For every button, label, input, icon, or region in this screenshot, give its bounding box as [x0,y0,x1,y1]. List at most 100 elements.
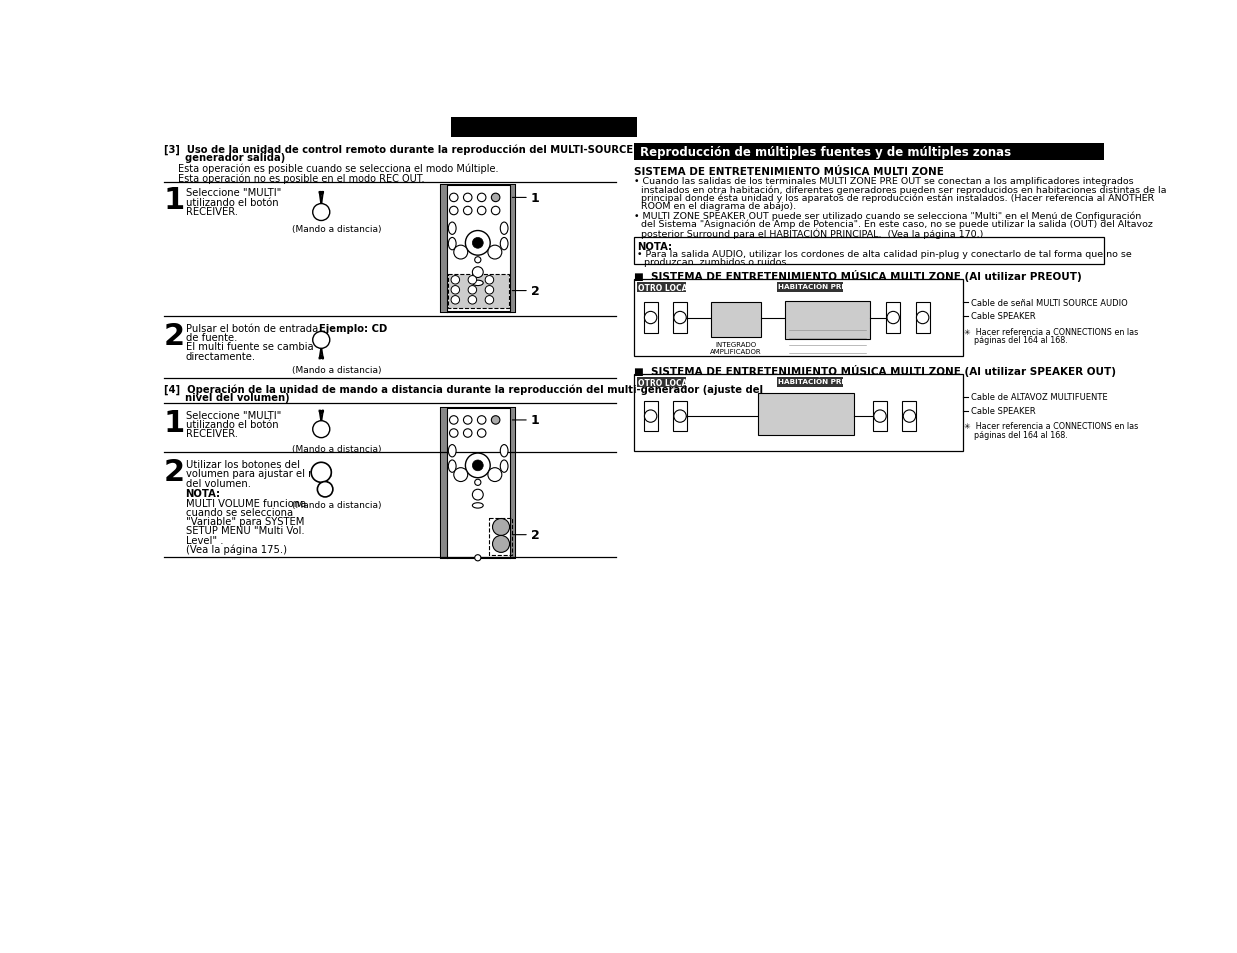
Text: Cable de señal MULTI SOURCE AUDIO: Cable de señal MULTI SOURCE AUDIO [971,298,1127,307]
Bar [784,301,870,339]
Circle shape [454,246,468,260]
Bar [442,186,515,313]
Bar [903,401,917,432]
Bar [777,283,842,293]
Text: • Para la salida AUDIO, utilizar los cordones de alta calidad pin-plug y conecta: • Para la salida AUDIO, utilizar los cor… [637,250,1132,258]
Circle shape [485,296,494,305]
Text: de fuente.: de fuente. [186,333,238,343]
Circle shape [473,238,484,249]
Text: 2: 2 [165,321,186,351]
Bar [673,401,687,432]
Text: utilizando el botón: utilizando el botón [186,197,278,208]
Circle shape [903,411,915,423]
Text: [4]  Operación de la unidad de mando a distancia durante la reproducción del mul: [4] Operación de la unidad de mando a di… [165,383,763,395]
Bar [510,408,515,558]
Circle shape [449,194,458,202]
Ellipse shape [448,238,456,251]
Text: NOTA:: NOTA: [637,241,673,252]
Bar [633,144,1103,160]
FancyBboxPatch shape [448,220,508,268]
Text: INTEGRADO: INTEGRADO [715,341,757,347]
Circle shape [473,490,484,500]
Bar [886,303,901,334]
Circle shape [475,555,481,561]
Circle shape [487,246,502,260]
Text: Utilizar los botones del: Utilizar los botones del [186,459,299,470]
Text: (Mando a distancia): (Mando a distancia) [292,500,381,510]
Circle shape [491,207,500,215]
Circle shape [491,194,500,202]
Text: ESPAÑOL: ESPAÑOL [499,118,590,136]
Circle shape [485,276,494,285]
Circle shape [887,312,899,324]
Bar [757,394,855,436]
Text: ■  SISTEMA DE ENTRETENIMIENTO MÚSICA MULTI ZONE (Al utilizar PREOUT): ■ SISTEMA DE ENTRETENIMIENTO MÚSICA MULT… [633,270,1081,282]
Text: [3]  Uso de la unidad de control remoto durante la reproducción del MULTI-SOURCE: [3] Uso de la unidad de control remoto d… [165,144,714,154]
Circle shape [473,268,484,278]
Bar [643,401,658,432]
Text: (Mando a distancia): (Mando a distancia) [292,444,381,454]
Circle shape [873,411,886,423]
Text: 1: 1 [531,192,539,205]
Text: NOTA:: NOTA: [186,488,220,498]
Text: OTRO LOCAL: OTRO LOCAL [638,378,693,387]
Circle shape [312,463,332,483]
Circle shape [318,482,333,497]
Ellipse shape [473,503,484,509]
Circle shape [468,286,476,294]
Bar [637,283,685,293]
Bar [633,375,962,452]
Text: El multi fuente se cambia: El multi fuente se cambia [186,342,313,352]
Text: generador salida): generador salida) [165,152,286,163]
Ellipse shape [448,460,456,473]
Text: (Mando a distancia): (Mando a distancia) [292,366,381,375]
Bar [673,303,687,334]
Circle shape [449,207,458,215]
Text: del Sistema "Asignación de Amp de Potencia". En este caso, no se puede utilizar : del Sistema "Asignación de Amp de Potenc… [641,220,1153,230]
Text: Ejemplo: CD: Ejemplo: CD [319,324,387,334]
Text: posterior Surround para el HABITACIÓN PRINCIPAL.  (Vea la página 170.): posterior Surround para el HABITACIÓN PR… [641,228,983,238]
Circle shape [477,207,486,215]
Circle shape [477,416,486,425]
Circle shape [454,468,468,482]
Text: ✳  Hacer referencia a CONNECTIONS en las: ✳ Hacer referencia a CONNECTIONS en las [965,328,1139,336]
Ellipse shape [500,460,508,473]
Ellipse shape [500,445,508,457]
Text: MULTI VOLUME funciona: MULTI VOLUME funciona [186,498,306,508]
Circle shape [674,411,687,423]
Text: 1: 1 [165,408,186,437]
Text: volumen para ajustar el nivel: volumen para ajustar el nivel [186,469,332,479]
Circle shape [313,204,330,221]
Bar [637,377,685,388]
Text: HABITACIÓN PRINCIPAL: HABITACIÓN PRINCIPAL [778,378,873,385]
Text: Pulsar el botón de entrada: Pulsar el botón de entrada [186,324,318,334]
Text: Seleccione "MULTI": Seleccione "MULTI" [186,188,281,198]
Text: ✳  Hacer referencia a CONNECTIONS en las: ✳ Hacer referencia a CONNECTIONS en las [965,422,1139,431]
Circle shape [464,430,473,437]
Text: directamente.: directamente. [186,352,256,361]
Circle shape [464,416,473,425]
Bar [452,117,637,137]
Circle shape [465,454,490,478]
Text: Seleccione "MULTI": Seleccione "MULTI" [186,411,281,420]
Text: 2: 2 [531,285,539,297]
Text: 1: 1 [531,414,539,427]
Ellipse shape [500,223,508,235]
Circle shape [475,257,481,264]
Circle shape [473,460,484,472]
Bar [448,274,508,308]
Circle shape [644,312,657,324]
Circle shape [465,232,490,256]
Text: RECEIVER.: RECEIVER. [186,207,238,216]
Circle shape [491,416,500,425]
Text: principal donde ésta unidad y los aparatos de reproducción están instalados. (Ha: principal donde ésta unidad y los aparat… [641,193,1154,203]
Circle shape [313,421,330,438]
Circle shape [475,479,481,486]
Circle shape [485,286,494,294]
Text: produzcan  zumbidos o ruidos.: produzcan zumbidos o ruidos. [643,257,789,267]
Circle shape [464,194,473,202]
Circle shape [468,276,476,285]
Text: cuando se selecciona: cuando se selecciona [186,507,293,517]
Text: 2: 2 [165,457,186,486]
Bar [915,303,930,334]
